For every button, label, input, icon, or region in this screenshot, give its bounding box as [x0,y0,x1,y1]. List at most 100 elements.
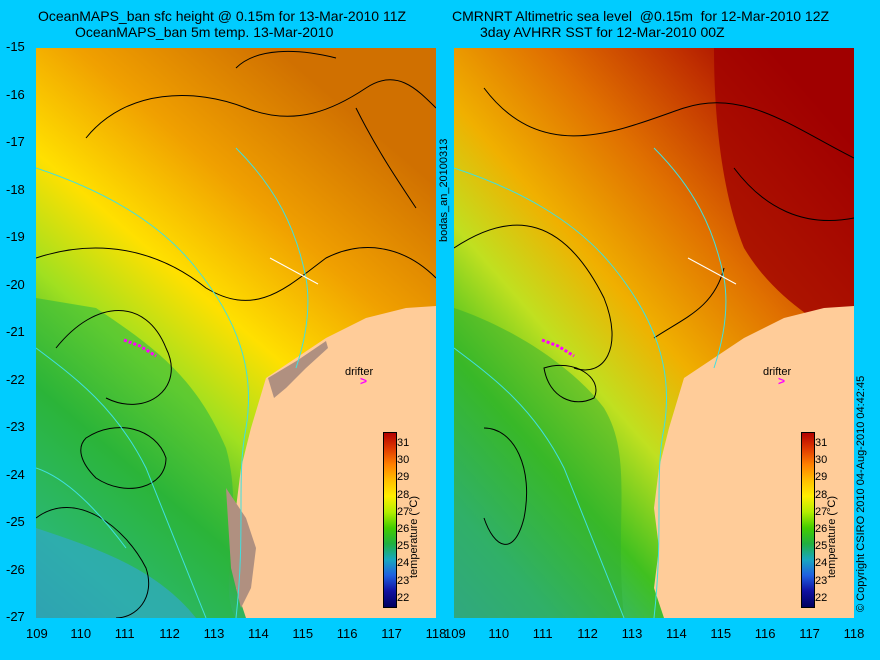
contour-line [85,79,436,139]
contour-line [454,224,613,371]
copyright-label: © Copyright CSIRO 2010 04-Aug-2010 04:42… [855,375,867,612]
contour-line [355,107,417,209]
x-tick-label: 109 [26,626,48,641]
left-title-line2: OceanMAPS_ban 5m temp. 13-Mar-2010 [75,24,334,40]
colorbar-right-unit: temperature (°C) [826,495,838,578]
drifter-label-left: drifter [345,366,374,378]
transect-line [269,257,319,285]
x-tick-label: 115 [292,626,314,641]
contour-line [235,51,337,69]
left-map-panel [36,48,436,618]
x-tick-label: 117 [381,626,402,641]
colorbar-tick-label: 30 [815,454,828,467]
right-map-svg [454,48,854,618]
dataset-label: bodas_an_20100313 [438,138,450,242]
isobath-line [235,147,309,369]
colorbar-left [383,432,397,608]
isobath-line [36,347,207,618]
x-tick-label: 111 [532,626,553,641]
contour-line [36,247,436,301]
contour-line [55,310,172,405]
y-tick-label: -18 [6,181,25,197]
colorbar-tick-label: 23 [397,574,410,587]
y-tick-label: -24 [6,466,25,482]
colorbar-tick-label: 28 [815,488,828,501]
x-tick-label: 111 [114,626,135,641]
colorbar-tick-label: 25 [397,540,410,553]
x-tick-label: 117 [799,626,820,641]
colorbar-left-unit: temperature (°C) [408,495,420,578]
sst-blue-region [36,528,196,618]
contour-line [543,364,597,403]
isobath-line [454,347,625,618]
drifter-label-right: drifter [763,366,792,378]
transect-line [687,257,737,285]
colorbar-tick-label: 26 [815,523,828,535]
y-tick-label: -19 [6,229,25,244]
colorbar-tick-label: 31 [397,437,410,449]
x-tick-label: 110 [488,626,510,641]
contour-line [36,507,150,618]
x-tick-label: 118 [843,626,865,641]
isobath-line [36,467,127,549]
drifter-marker-left: > [360,374,368,388]
colorbar-tick-label: 29 [815,471,828,484]
y-tick-label: -17 [6,134,25,149]
x-tick-label: 114 [666,626,687,641]
float-track [541,338,575,358]
contour-line [80,427,167,489]
colorbar-tick-label: 24 [815,557,828,570]
colorbar-tick-label: 27 [397,505,410,518]
colorbar-tick-label: 24 [397,557,410,570]
colorbar-right [801,432,815,608]
float-track [123,338,157,358]
colorbar-tick-label: 29 [397,471,410,484]
contour-line [653,267,725,339]
coastal-gray-south [226,488,256,608]
y-tick-label: -25 [6,514,25,529]
x-tick-label: 116 [336,626,358,641]
drifter-marker-right: > [778,374,786,388]
x-tick-label: 112 [577,626,598,641]
colorbar-tick-label: 23 [815,574,828,587]
coastal-gray [268,341,328,398]
isobath-line [36,167,249,618]
y-tick-label: -23 [6,419,25,434]
x-tick-label: 113 [621,626,643,641]
x-tick-label: 118 [425,626,447,641]
y-tick-label: -21 [6,324,25,339]
left-title-line1: OceanMAPS_ban sfc height @ 0.15m for 13-… [38,8,407,24]
colorbar-tick-label: 27 [815,505,828,518]
sst-green-region [36,298,236,618]
y-tick-label: -16 [6,86,25,102]
contour-line [483,427,528,545]
colorbar-tick-label: 22 [815,591,828,604]
colorbar-tick-label: 25 [815,540,828,553]
x-tick-label: 110 [70,626,92,641]
right-map-panel [454,48,854,618]
left-map-svg [36,48,436,618]
colorbar-tick-label: 26 [397,523,410,535]
colorbar-tick-label: 30 [397,454,410,467]
isobath-line [454,167,667,618]
y-tick-label: -26 [6,561,25,577]
right-title-line1: CMRNRT Altimetric sea level @0.15m for 1… [452,8,830,24]
colorbar-tick-label: 31 [815,437,828,449]
colorbar-tick-label: 28 [397,488,410,501]
x-tick-label: 114 [248,626,269,641]
y-tick-label: -27 [6,609,25,624]
y-tick-label: -22 [6,371,25,387]
x-tick-label: 113 [203,626,225,641]
x-tick-label: 112 [159,626,180,641]
x-tick-label: 109 [444,626,466,641]
colorbar-tick-label: 22 [397,591,410,604]
contour-line [483,87,854,159]
right-title-line2: 3day AVHRR SST for 12-Mar-2010 00Z [480,24,725,40]
y-tick-label: -15 [6,39,25,54]
isobath-line [653,147,727,369]
x-tick-label: 116 [754,626,776,641]
sst-red-region [714,48,854,348]
y-tick-label: -20 [6,276,25,292]
x-tick-label: 115 [710,626,732,641]
contour-line [733,167,854,222]
